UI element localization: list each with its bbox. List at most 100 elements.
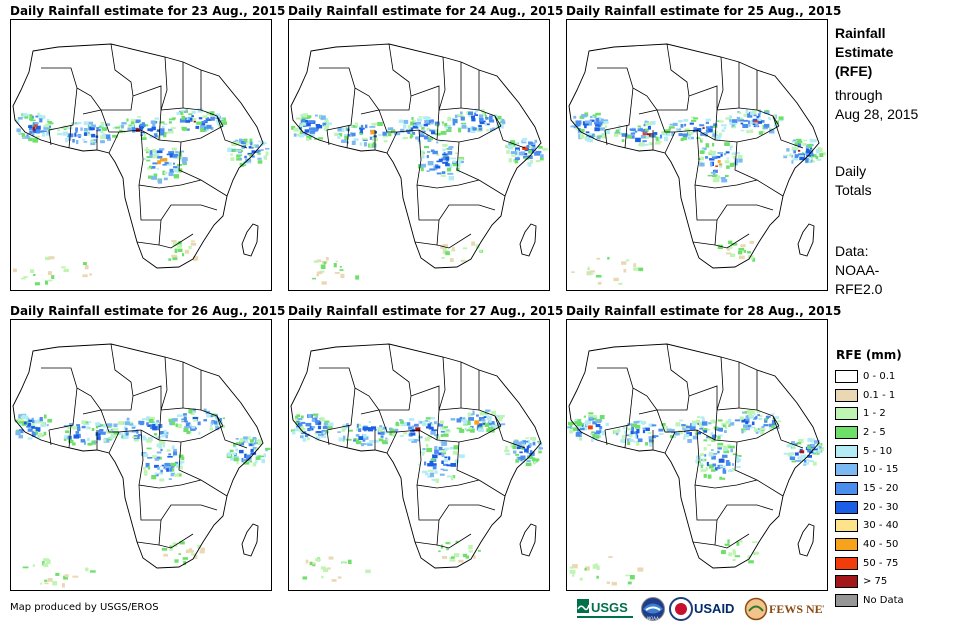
- rain-cell: [247, 162, 251, 164]
- legend-swatch: [835, 388, 858, 402]
- rain-cell: [746, 130, 750, 134]
- rain-cell: [356, 438, 360, 440]
- legend-label: 0 - 0.1: [863, 370, 896, 382]
- rain-cell: [32, 420, 35, 423]
- rain-cell: [387, 127, 392, 130]
- rain-cell: [154, 433, 158, 436]
- rain-cell: [743, 424, 748, 428]
- rain-cell: [750, 111, 754, 116]
- rain-cell: [816, 444, 819, 449]
- rain-cell: [642, 429, 646, 434]
- rain-cell: [411, 131, 416, 135]
- rain-cell: [235, 448, 238, 452]
- rain-cell: [431, 121, 434, 125]
- rain-cell: [432, 150, 438, 155]
- rain-cell: [408, 127, 414, 132]
- legend-swatch: [835, 538, 858, 552]
- rain-cell: [796, 442, 802, 445]
- rain-cell: [191, 426, 196, 429]
- rain-cell: [777, 420, 782, 423]
- rain-cell: [538, 450, 542, 454]
- rain-cell: [738, 117, 744, 120]
- madagascar-outline: [797, 223, 815, 257]
- rain-cell: [471, 115, 475, 119]
- rain-cell: [170, 127, 176, 129]
- rain-cell: [710, 469, 716, 472]
- rain-cell: [534, 139, 538, 143]
- rain-cell: [514, 158, 519, 164]
- rain-cell: [450, 446, 455, 450]
- rain-cell: [675, 432, 680, 436]
- rain-cell: [100, 424, 105, 427]
- map-panel-6: Daily Rainfall estimate for 28 Aug., 201…: [566, 304, 841, 591]
- rain-cell: [498, 417, 503, 422]
- rain-cell: [430, 149, 435, 152]
- rain-cell: [188, 245, 192, 250]
- rain-cell: [451, 247, 455, 251]
- rain-cell: [468, 544, 473, 550]
- rain-cell: [513, 142, 518, 145]
- coastline: [568, 43, 820, 269]
- rain-cell: [723, 450, 730, 454]
- rain-cell: [188, 113, 193, 116]
- rain-cell: [745, 415, 749, 419]
- rain-cell: [522, 146, 528, 150]
- rain-cell: [31, 417, 34, 421]
- rain-cell: [297, 418, 303, 421]
- rain-cell: [143, 132, 148, 135]
- rain-cell: [798, 155, 805, 157]
- rain-cell: [642, 143, 649, 146]
- rain-cell: [172, 454, 175, 457]
- rain-cell: [756, 410, 761, 413]
- rain-cell: [312, 417, 318, 421]
- rain-cell: [743, 250, 746, 253]
- map-panel-4: Daily Rainfall estimate for 26 Aug., 201…: [10, 304, 285, 591]
- rain-cell: [587, 425, 593, 430]
- rain-cell: [95, 422, 100, 426]
- rain-cell: [312, 127, 319, 132]
- rain-cell: [807, 438, 812, 442]
- rain-cell: [179, 118, 186, 123]
- rain-cell: [132, 436, 138, 438]
- rain-cell: [441, 450, 446, 453]
- rain-cell: [443, 458, 449, 463]
- rain-cell: [159, 431, 166, 435]
- rain-cell: [757, 113, 761, 118]
- rain-cell: [496, 115, 502, 120]
- rain-cell: [45, 280, 48, 285]
- rain-cell: [454, 114, 458, 118]
- rain-cell: [531, 457, 536, 462]
- rain-cell: [322, 122, 326, 126]
- rain-cell: [535, 150, 542, 154]
- rain-cell: [778, 116, 784, 121]
- rain-cell: [154, 117, 160, 120]
- rain-cell: [67, 127, 73, 130]
- rain-cell: [719, 163, 723, 168]
- rain-cell: [322, 431, 326, 434]
- rain-cell: [424, 120, 429, 124]
- rain-cell: [729, 445, 735, 449]
- rain-cell: [813, 452, 816, 455]
- rain-cell: [409, 136, 412, 139]
- rain-cell: [607, 256, 610, 260]
- rain-cell: [514, 157, 520, 160]
- legend-label: 0.1 - 1: [863, 389, 896, 401]
- rain-cell: [427, 423, 431, 428]
- rain-cell: [317, 425, 322, 430]
- rain-cell: [227, 147, 232, 153]
- rain-cell: [712, 452, 718, 455]
- rain-cell: [181, 419, 184, 422]
- rain-cell: [124, 421, 130, 426]
- rain-cell: [159, 478, 165, 482]
- rain-cell: [321, 575, 324, 579]
- rain-cell: [501, 118, 505, 121]
- rain-cell: [210, 116, 215, 121]
- rain-cell: [328, 422, 334, 427]
- rain-cell: [63, 575, 68, 580]
- rain-cell: [168, 478, 172, 480]
- rain-cell: [323, 124, 330, 128]
- rain-cell: [18, 434, 23, 439]
- rain-cell: [482, 111, 485, 117]
- rain-cell: [162, 164, 168, 166]
- rain-cell: [164, 161, 169, 165]
